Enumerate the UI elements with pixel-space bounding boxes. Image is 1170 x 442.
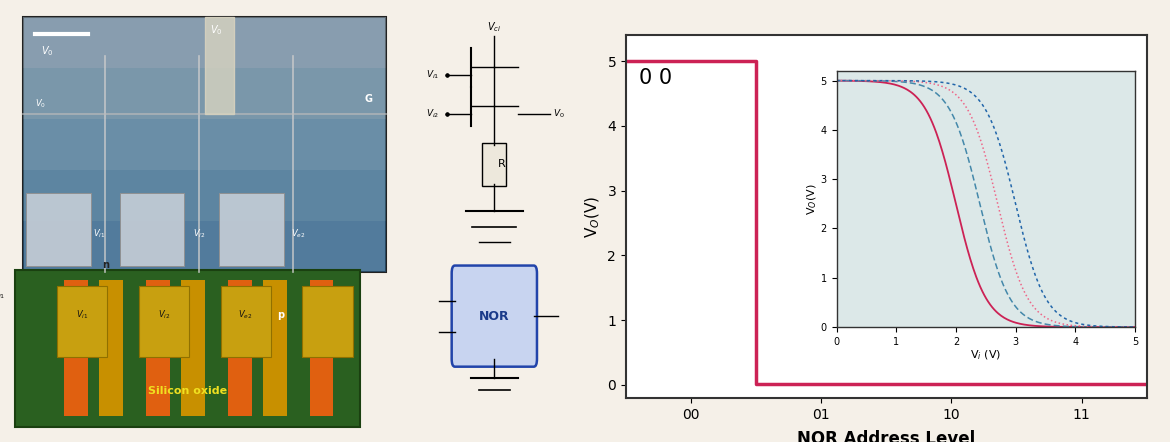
FancyBboxPatch shape (310, 280, 333, 416)
FancyBboxPatch shape (482, 143, 507, 186)
Text: $V_{i1}$: $V_{i1}$ (0, 289, 6, 301)
FancyBboxPatch shape (14, 270, 360, 427)
Y-axis label: V$_O$(V): V$_O$(V) (584, 195, 601, 238)
Text: $V_{ci}$: $V_{ci}$ (487, 20, 502, 34)
X-axis label: V$_i$ (V): V$_i$ (V) (970, 348, 1002, 362)
Text: $V_{i2}$: $V_{i2}$ (193, 228, 205, 240)
Text: $V_{i2}$: $V_{i2}$ (426, 107, 439, 120)
FancyBboxPatch shape (23, 170, 386, 221)
Text: $V_{e2}$: $V_{e2}$ (239, 309, 253, 321)
FancyBboxPatch shape (181, 280, 205, 416)
FancyBboxPatch shape (220, 194, 284, 266)
FancyBboxPatch shape (139, 286, 188, 357)
FancyBboxPatch shape (263, 280, 287, 416)
FancyBboxPatch shape (56, 286, 108, 357)
X-axis label: NOR Address Level: NOR Address Level (797, 430, 976, 442)
Text: 0 0: 0 0 (639, 68, 672, 88)
Text: $V_0$: $V_0$ (211, 23, 222, 37)
Text: $V_0$: $V_0$ (41, 44, 53, 58)
FancyBboxPatch shape (99, 280, 123, 416)
Y-axis label: V$_O$(V): V$_O$(V) (806, 183, 819, 215)
Text: n: n (102, 260, 109, 270)
Text: $V_{i1}$: $V_{i1}$ (94, 228, 105, 240)
Text: $V_0$: $V_0$ (35, 98, 47, 110)
Text: NOR: NOR (479, 309, 510, 323)
Text: $V_{e2}$: $V_{e2}$ (291, 228, 305, 240)
FancyBboxPatch shape (452, 266, 537, 367)
FancyBboxPatch shape (27, 194, 91, 266)
FancyBboxPatch shape (23, 221, 386, 272)
FancyBboxPatch shape (303, 286, 353, 357)
Text: R: R (498, 160, 507, 169)
Text: $V_{i1}$: $V_{i1}$ (426, 69, 439, 81)
FancyBboxPatch shape (121, 194, 185, 266)
Text: Silicon oxide: Silicon oxide (147, 386, 227, 396)
Polygon shape (205, 17, 234, 114)
FancyBboxPatch shape (64, 280, 88, 416)
Text: $V_{i2}$: $V_{i2}$ (158, 309, 170, 321)
FancyBboxPatch shape (220, 286, 271, 357)
Text: p: p (277, 310, 284, 320)
FancyBboxPatch shape (23, 68, 386, 119)
Text: G: G (365, 94, 372, 104)
FancyBboxPatch shape (146, 280, 170, 416)
Text: $V_0$: $V_0$ (552, 107, 565, 120)
FancyBboxPatch shape (23, 17, 386, 272)
FancyBboxPatch shape (23, 119, 386, 170)
Text: $V_{i1}$: $V_{i1}$ (76, 309, 88, 321)
FancyBboxPatch shape (23, 17, 386, 68)
FancyBboxPatch shape (228, 280, 252, 416)
